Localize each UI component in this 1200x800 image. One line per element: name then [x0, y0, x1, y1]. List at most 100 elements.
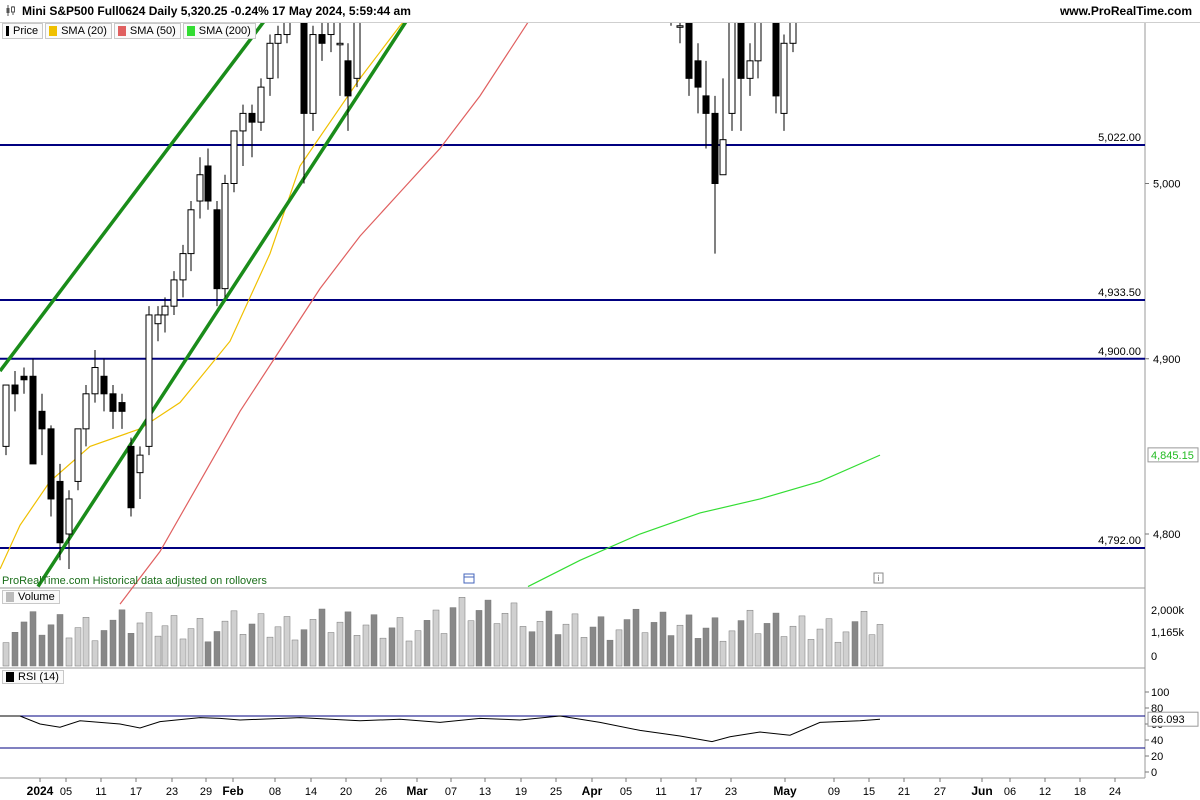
volume-bar [860, 610, 868, 667]
volume-bar [623, 619, 631, 667]
volume-bar [170, 615, 178, 667]
date-tick-label: 05 [620, 786, 632, 798]
candle-body [65, 498, 73, 535]
level-label: 5,022.00 [1098, 132, 1141, 144]
volume-bars: 2,000k 1,165k 0 [2, 597, 1185, 667]
volume-bar [816, 628, 824, 667]
candle-body [91, 367, 99, 395]
channel-line [0, 0, 283, 373]
legend-sma200[interactable]: SMA (200) [182, 23, 256, 39]
candle-body [82, 393, 90, 430]
candle-body [719, 139, 727, 176]
candle-body [257, 86, 265, 123]
date-tick-label: 24 [1109, 786, 1121, 798]
rsi-value-tag [1147, 711, 1199, 727]
volume-bar [423, 620, 431, 667]
legend-price[interactable]: Price [2, 23, 44, 39]
sma20-swatch [49, 26, 58, 36]
date-tick-label: May [773, 784, 797, 798]
rsi-swatch [6, 672, 14, 682]
volume-bar [109, 619, 117, 667]
rsi-tick-label: 20 [1151, 751, 1163, 763]
volume-bar [589, 626, 597, 667]
volume-bar [309, 619, 317, 667]
date-axis: 2024 05 11 17 23 29 Feb 08 14 20 26 Mar 07 13 19 25 Apr 0… [27, 778, 1121, 798]
volume-bar [161, 625, 169, 667]
price-swatch [6, 26, 9, 36]
legend-sma50[interactable]: SMA (50) [113, 23, 181, 39]
candle-body [248, 112, 256, 123]
volume-bar [868, 634, 876, 667]
calendar-icon[interactable] [463, 573, 475, 584]
volume-bar [571, 613, 579, 667]
volume-bar [291, 639, 299, 667]
volume-bar [475, 610, 483, 667]
volume-bar [711, 617, 719, 667]
chart-title: Mini S&P500 Full0624 Daily 5,320.25 -0.2… [22, 4, 411, 18]
volume-bar [145, 612, 153, 667]
candle-body [161, 305, 169, 316]
date-tick-label: Jun [971, 784, 992, 798]
date-tick-label: 23 [166, 786, 178, 798]
volume-bar [632, 608, 640, 667]
candle-body [685, 16, 693, 79]
volume-bar [737, 620, 745, 667]
value-tag-label: 4,845.15 [1151, 450, 1194, 462]
candle-body [11, 384, 19, 395]
volume-bar [746, 609, 754, 667]
candle-body [239, 112, 247, 132]
site-url[interactable]: www.ProRealTime.com [1059, 4, 1192, 18]
rsi-panel-label[interactable]: RSI (14) [2, 670, 64, 684]
rsi-line: 10080604020066.093 [0, 687, 1199, 779]
rsi-value-label: 66.093 [1151, 714, 1185, 726]
date-tick-label: Feb [222, 784, 243, 798]
candle-body [728, 0, 736, 114]
candle-body [711, 112, 719, 184]
volume-bar [388, 627, 396, 667]
volume-bar [405, 640, 413, 667]
date-tick-label: 12 [1039, 786, 1051, 798]
sma200-swatch [186, 26, 195, 36]
date-tick-label: 19 [515, 786, 527, 798]
volume-panel-label[interactable]: Volume [2, 590, 60, 604]
candle-body [318, 34, 326, 44]
level-label: 4,792.00 [1098, 535, 1141, 547]
volume-bar [728, 630, 736, 667]
volume-bar [659, 611, 667, 667]
candle-body [196, 174, 204, 202]
candle-body [187, 209, 195, 255]
volume-bar [807, 639, 815, 667]
candle-body [118, 402, 126, 412]
volume-bar [493, 623, 501, 667]
date-tick-label: 29 [200, 786, 212, 798]
volume-bar [484, 599, 492, 667]
date-tick-label: 15 [863, 786, 875, 798]
volume-bar [580, 637, 588, 667]
candle-body [204, 165, 212, 202]
date-tick-label: 09 [828, 786, 840, 798]
candle-body [344, 60, 352, 97]
volume-bar [562, 623, 570, 667]
volume-bar [789, 625, 797, 667]
volume-bar [136, 622, 144, 667]
volume-bar [221, 620, 229, 667]
chart-type-icon[interactable] [6, 5, 16, 16]
volume-bar [362, 624, 370, 667]
candle-body [266, 42, 274, 79]
legend-sma20[interactable]: SMA (20) [45, 23, 112, 39]
volume-bar [336, 621, 344, 667]
trend-channel[interactable] [0, 0, 643, 588]
volume-bar [667, 635, 675, 667]
rsi-tick-label: 40 [1151, 735, 1163, 747]
horizontal-levels: 5,333.505,272.505,172.255,127.255,022.00… [0, 132, 1145, 550]
sma20-line [0, 0, 425, 570]
volume-bar [266, 636, 274, 667]
volume-bar [825, 618, 833, 667]
volume-bar [65, 637, 73, 667]
info-icon[interactable]: i [873, 572, 884, 584]
candle-body [336, 42, 344, 46]
volume-bar [780, 636, 788, 667]
date-tick-label: 11 [655, 786, 666, 798]
volume-bar [29, 611, 37, 667]
